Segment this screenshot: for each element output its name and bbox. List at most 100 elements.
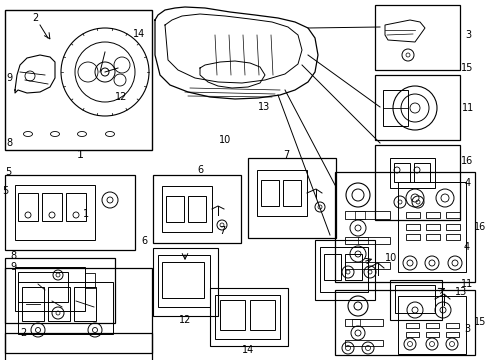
Bar (357, 237, 367, 244)
Text: 13: 13 (257, 102, 270, 112)
Text: 3: 3 (463, 324, 469, 334)
Bar (42, 193, 62, 221)
Text: 5: 5 (2, 186, 8, 196)
Text: 1: 1 (82, 209, 88, 219)
Text: 8: 8 (7, 138, 13, 148)
Bar (345, 262, 389, 269)
Bar (405, 332, 418, 337)
Text: 15: 15 (473, 317, 485, 327)
Text: 9: 9 (7, 73, 13, 84)
Bar (187, 196, 205, 222)
Bar (48, 287, 70, 321)
Text: 10: 10 (218, 135, 231, 145)
Bar (413, 163, 429, 182)
Bar (283, 180, 301, 206)
Bar (5, 333, 152, 360)
Text: 12: 12 (114, 92, 127, 102)
Bar (397, 182, 465, 272)
Bar (162, 186, 212, 232)
Text: 14: 14 (133, 29, 145, 39)
Bar (18, 272, 68, 302)
Bar (345, 237, 389, 244)
Bar (22, 287, 44, 321)
Bar (345, 211, 389, 219)
Text: 9: 9 (10, 262, 16, 272)
Bar (425, 224, 439, 230)
Text: 4: 4 (464, 178, 470, 188)
Bar (324, 254, 340, 280)
Bar (374, 145, 459, 220)
Text: 7: 7 (219, 226, 225, 237)
Text: 2: 2 (20, 328, 26, 338)
Text: 4: 4 (463, 242, 469, 252)
Bar (425, 212, 439, 218)
Bar (5, 10, 152, 150)
Bar (215, 295, 280, 339)
Bar (15, 185, 95, 240)
Text: 16: 16 (460, 156, 472, 166)
Bar (334, 290, 474, 355)
Bar (158, 255, 209, 307)
Bar (249, 300, 274, 330)
Bar (5, 268, 152, 353)
Bar (445, 323, 458, 328)
Text: 6: 6 (197, 165, 203, 175)
Bar (389, 280, 441, 320)
Bar (85, 273, 95, 288)
Bar (445, 332, 458, 337)
Bar (74, 287, 96, 321)
Bar (153, 175, 241, 243)
Text: 11: 11 (461, 103, 473, 113)
Bar (153, 248, 218, 316)
Bar (405, 234, 419, 240)
Text: 16: 16 (473, 222, 485, 232)
Text: 10: 10 (384, 253, 396, 263)
Bar (162, 262, 203, 298)
Text: 15: 15 (460, 63, 472, 73)
Text: 13: 13 (454, 287, 467, 297)
Bar (247, 158, 335, 238)
Text: 12: 12 (179, 315, 191, 325)
Bar (220, 300, 244, 330)
Text: 6: 6 (141, 236, 147, 246)
Bar (393, 163, 409, 182)
Bar (445, 212, 459, 218)
Bar (425, 332, 438, 337)
Text: 1: 1 (76, 150, 83, 160)
Bar (405, 224, 419, 230)
Bar (397, 296, 465, 354)
Text: 3: 3 (464, 30, 470, 40)
Bar (209, 288, 287, 346)
Bar (345, 340, 382, 346)
Text: 7: 7 (282, 150, 288, 160)
Bar (374, 5, 459, 70)
Bar (394, 285, 434, 313)
Bar (345, 319, 382, 326)
Bar (351, 319, 359, 326)
Text: 14: 14 (242, 345, 254, 355)
Text: 8: 8 (10, 251, 16, 261)
Bar (405, 212, 419, 218)
Bar (261, 180, 279, 206)
Bar (382, 90, 407, 126)
Bar (389, 158, 434, 188)
Bar (165, 196, 183, 222)
Bar (425, 323, 438, 328)
Bar (345, 254, 361, 280)
Bar (5, 175, 135, 250)
Bar (18, 282, 113, 334)
Bar (319, 247, 367, 292)
Bar (15, 267, 85, 311)
Bar (354, 211, 364, 219)
Bar (334, 172, 474, 282)
Bar (66, 193, 86, 221)
Bar (5, 258, 115, 323)
Bar (257, 170, 306, 216)
Bar (445, 224, 459, 230)
Bar (405, 323, 418, 328)
Text: 5: 5 (5, 167, 11, 177)
Bar (445, 234, 459, 240)
Text: 11: 11 (460, 279, 472, 289)
Bar (425, 234, 439, 240)
Bar (374, 75, 459, 140)
